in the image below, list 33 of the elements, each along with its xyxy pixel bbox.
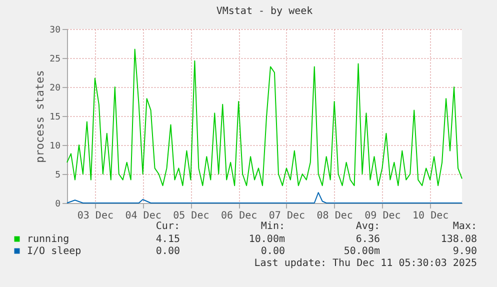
text: 10.00m [248, 234, 285, 245]
y-tick-label: 0 [55, 200, 60, 210]
x-tick-label: 10 Dec [412, 210, 449, 222]
text: Max: [452, 221, 477, 232]
text: 0.00 [260, 246, 285, 257]
text: 50.00m [344, 246, 380, 257]
y-tick-label: 15 [50, 112, 60, 122]
x-tick-label: 03 Dec [77, 210, 114, 222]
y-axis-title: process states [34, 70, 47, 163]
y-tick-label: 20 [50, 84, 60, 94]
text: Min: [260, 221, 285, 232]
x-tick-label: 09 Dec [364, 210, 401, 222]
chart-title: VMstat - by week [216, 6, 313, 17]
text: 6.36 [356, 234, 380, 245]
x-tick-label: 05 Dec [173, 210, 210, 222]
y-tick-label: 10 [50, 142, 60, 152]
x-tick-label: 07 Dec [268, 210, 306, 222]
text: 138.08 [440, 234, 477, 245]
text: 0.00 [156, 246, 180, 257]
x-tick-label: 06 Dec [221, 210, 258, 222]
y-tick-label: 25 [50, 54, 60, 64]
text: 9.90 [452, 246, 477, 257]
text: 4.15 [156, 234, 180, 245]
text: Avg: [356, 221, 380, 232]
y-tick-label: 30 [50, 26, 60, 36]
x-tick-label: 08 Dec [316, 210, 353, 222]
text: Cur: [156, 221, 180, 232]
y-tick-label: 5 [55, 170, 60, 180]
x-tick-label: 04 Dec [125, 210, 162, 222]
text: Last update: Thu Dec 11 05:30:03 2025 [254, 258, 477, 269]
legend-label: running [27, 234, 70, 245]
line-series [66, 48, 462, 186]
legend-label: I/O sleep [27, 246, 82, 257]
